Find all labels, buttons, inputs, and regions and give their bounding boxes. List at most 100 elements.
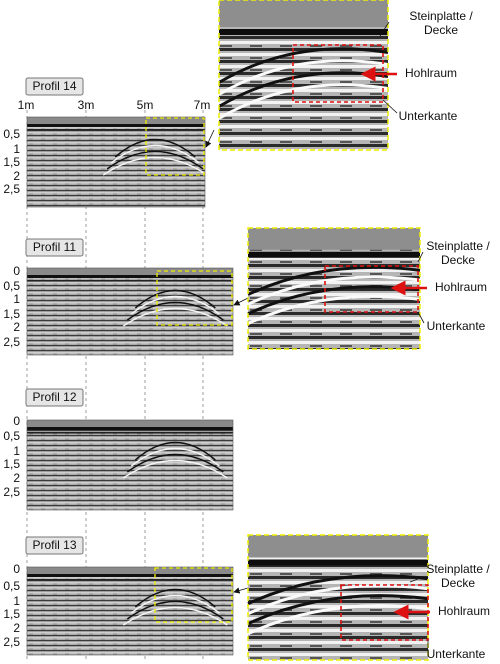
pointer-arrow: [233, 297, 249, 306]
depth-label: 0: [13, 264, 20, 278]
air-band: [27, 268, 233, 275]
reflection: [134, 588, 216, 608]
detail-box: [156, 270, 233, 326]
depth-label: 0,5: [3, 579, 20, 593]
lower-edge-label: Unterkante: [399, 109, 458, 123]
depth-label: 1,5: [3, 307, 20, 321]
slab-reflection: [219, 29, 388, 35]
slab-label: Steinplatte /: [426, 562, 490, 576]
depth-label: 2: [13, 471, 20, 485]
slab-leader: [417, 251, 424, 263]
profile-tab: [25, 536, 84, 555]
profile-tab: [25, 388, 84, 407]
detail-box: [154, 567, 233, 623]
depth-label: 2,5: [3, 485, 20, 499]
reflection: [247, 574, 429, 606]
cavity-label: Hohlraum: [405, 66, 457, 80]
surface-reflection: [27, 427, 233, 430]
reflection: [122, 459, 228, 479]
cavity-label: Hohlraum: [435, 280, 487, 294]
edge-leader: [417, 311, 425, 324]
surface-reflection: [27, 579, 233, 581]
profile-tab: [25, 77, 84, 96]
reflection: [247, 275, 421, 306]
radargram-frame: [26, 116, 206, 208]
air-band: [27, 567, 233, 574]
x-axis-label: 5m: [137, 98, 154, 112]
surface-reflection: [27, 574, 233, 577]
reflection: [130, 594, 220, 614]
depth-label: 2: [13, 621, 20, 635]
depth-label: 1: [13, 594, 20, 608]
slab-reflection: [248, 559, 428, 566]
slab-leader: [379, 21, 390, 37]
reflection: [218, 59, 389, 96]
reflection: [126, 301, 224, 321]
slab-label: Decke: [441, 253, 475, 267]
profile-label: Profil 11: [33, 240, 76, 254]
depth-label: 1,5: [3, 607, 20, 621]
pointer-arrow: [233, 587, 249, 594]
radargram: [27, 420, 233, 510]
reflection: [102, 156, 208, 176]
radargram-frame: [26, 566, 234, 656]
cavity-label: Hohlraum: [438, 604, 490, 618]
depth-label: 1: [13, 292, 20, 306]
depth-label: 0,5: [3, 127, 20, 141]
depth-label: 2: [13, 320, 20, 334]
reflection: [218, 47, 389, 84]
depth-label: 2,5: [3, 182, 20, 196]
depth-label: 0,5: [3, 279, 20, 293]
detail-box: [145, 117, 205, 176]
profile-label: Profil 13: [32, 538, 76, 552]
depth-label: 2,5: [3, 335, 20, 349]
depth-label: 2,5: [3, 635, 20, 649]
lower-edge-label: Unterkante: [427, 319, 486, 333]
air-band: [27, 420, 233, 427]
lower-edge-label: Unterkante: [427, 647, 486, 661]
surface-reflection: [27, 275, 233, 278]
radargram-frame: [26, 419, 234, 511]
depth-label: 0: [13, 414, 20, 428]
depth-label: 2: [13, 169, 20, 183]
surface-reflection: [27, 129, 205, 131]
surface-reflection: [27, 124, 205, 127]
slab-label: Steinplatte /: [426, 239, 490, 253]
slab-label: Decke: [441, 576, 475, 590]
radargram-frame: [26, 267, 234, 356]
x-axis-label: 7m: [194, 98, 211, 112]
depth-label: 1,5: [3, 155, 20, 169]
air-band: [219, 0, 388, 27]
x-axis-label: 1m: [18, 98, 35, 112]
radargram: [27, 117, 205, 207]
depth-label: 1: [13, 142, 20, 156]
reflection: [130, 447, 220, 467]
depth-label: 1,5: [3, 457, 20, 471]
reflection: [247, 265, 421, 296]
reflection: [126, 600, 224, 620]
reflection: [247, 584, 429, 616]
reflection: [114, 138, 196, 158]
reflection: [126, 453, 224, 473]
reflection: [218, 83, 389, 120]
slab-leader: [409, 576, 424, 583]
slab-label: Decke: [424, 23, 458, 37]
pointer-arrow: [205, 129, 215, 148]
reflection: [247, 294, 421, 325]
depth-label: 0,5: [3, 429, 20, 443]
x-axis-label: 3m: [78, 98, 95, 112]
profile-label: Profil 12: [32, 390, 76, 404]
air-band: [27, 117, 205, 124]
depth-label: 0: [13, 562, 20, 576]
surface-reflection: [27, 280, 233, 282]
edge-leader: [382, 99, 398, 114]
reflection: [122, 606, 228, 626]
reflection: [134, 441, 216, 461]
reflection: [110, 144, 200, 164]
surface-reflection: [27, 432, 233, 434]
reflection: [247, 594, 429, 626]
depth-label: 1: [13, 444, 20, 458]
reflection: [134, 289, 216, 309]
reflection: [130, 295, 220, 315]
